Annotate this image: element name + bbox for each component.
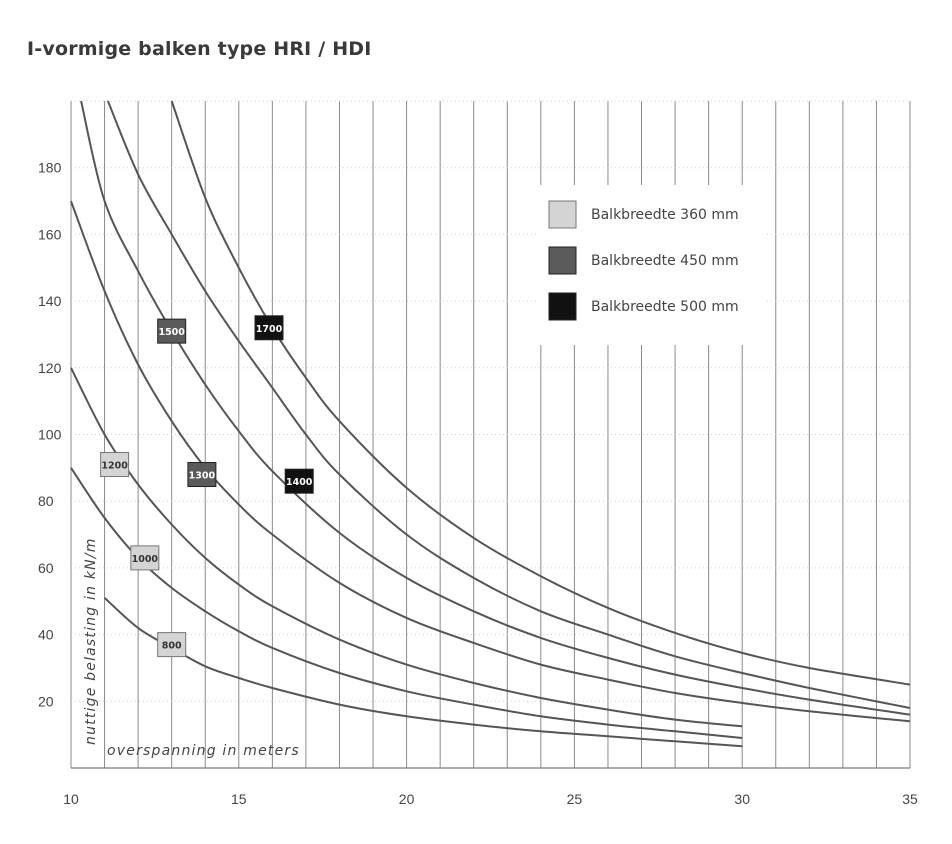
x-tick-label: 25 — [567, 791, 583, 807]
legend-label: Balkbreedte 360 mm — [591, 207, 739, 223]
y-tick-label: 120 — [38, 360, 62, 376]
x-tick-label: 20 — [399, 791, 415, 807]
y-tick-label: 80 — [38, 493, 54, 509]
series-line-1200 — [70, 367, 743, 728]
y-tick-label: 140 — [38, 293, 62, 309]
series-label-800: 800 — [162, 641, 182, 652]
series-lines — [70, 100, 911, 748]
series-line-1400 — [106, 100, 911, 709]
y-tick-label: 160 — [38, 226, 62, 242]
series-label-box-1200 — [100, 452, 130, 478]
legend-swatch — [548, 246, 577, 275]
series-label-box-1500 — [157, 318, 187, 344]
series-label-box-800 — [157, 632, 187, 658]
x-tick-label: 35 — [902, 791, 918, 807]
series-label-1300: 1300 — [189, 471, 216, 482]
series-label-box-1400 — [284, 468, 314, 494]
series-line-1700 — [170, 100, 911, 686]
y-tick-label: 20 — [38, 693, 54, 709]
y-axis-title: nuttige belasting in kN/m — [83, 537, 99, 745]
series-label-box-1000 — [130, 545, 160, 571]
series-line-1500 — [80, 100, 911, 716]
axes: 10 15 20 25 30 35 20 40 60 80 100 120 140 160 180 overs… — [38, 160, 918, 807]
series-label-box-1700 — [254, 315, 284, 341]
y-tick-label: 100 — [38, 427, 62, 443]
series-labels: 800 1000 1200 1300 1500 1400 1700 — [100, 315, 314, 658]
series-label-1400: 1400 — [286, 477, 313, 488]
series-label-1700: 1700 — [256, 324, 283, 335]
y-tick-label: 40 — [38, 627, 54, 643]
legend-label: Balkbreedte 500 mm — [591, 299, 739, 315]
series-label-box-1300 — [187, 462, 217, 488]
legend: Balkbreedte 360 mm Balkbreedte 450 mm Balk… — [537, 185, 767, 345]
series-label-1500: 1500 — [158, 327, 185, 338]
legend-swatch — [548, 200, 577, 229]
legend-swatch — [548, 292, 577, 321]
series-line-800 — [103, 597, 743, 748]
grid — [70, 100, 911, 768]
series-label-1000: 1000 — [132, 554, 159, 565]
x-tick-label: 30 — [734, 791, 750, 807]
y-tick-label: 60 — [38, 560, 54, 576]
x-tick-label: 10 — [63, 791, 79, 807]
series-line-1300 — [70, 200, 911, 723]
x-axis-title: overspanning in meters — [107, 743, 300, 759]
y-tick-label: 180 — [38, 160, 62, 176]
legend-label: Balkbreedte 450 mm — [591, 253, 739, 269]
x-tick-label: 15 — [231, 791, 247, 807]
page-title: I-vormige balken type HRI / HDI — [27, 38, 372, 60]
series-label-1200: 1200 — [101, 461, 128, 472]
